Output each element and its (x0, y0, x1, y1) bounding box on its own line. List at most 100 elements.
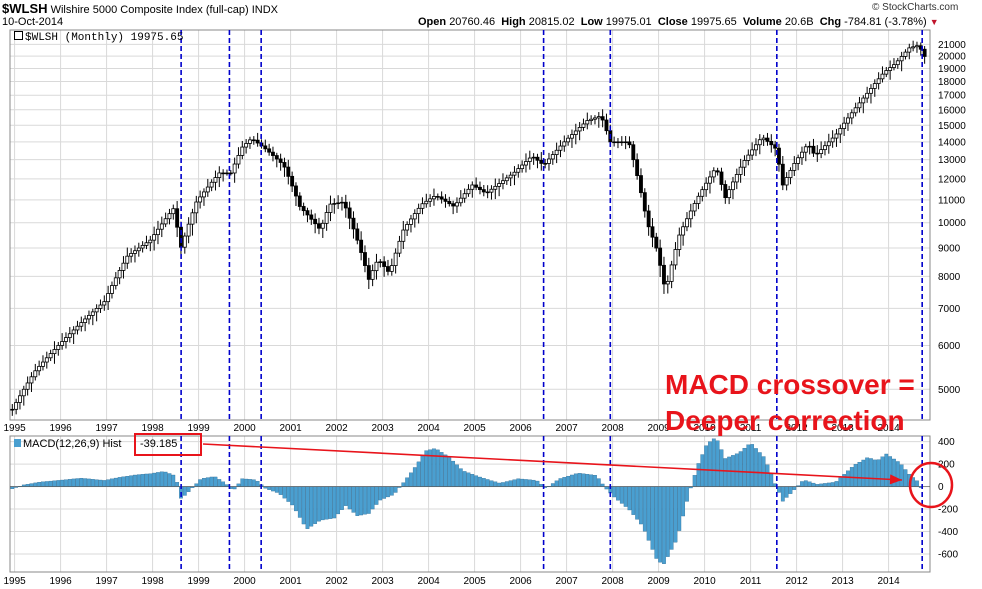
candle-body (198, 196, 203, 203)
macd-hist-bar (627, 486, 632, 511)
macd-hist-bar (378, 486, 383, 501)
macd-hist-bar (332, 486, 337, 519)
price-tick-label: 18000 (938, 77, 966, 88)
macd-hist-bar (757, 452, 762, 487)
candle-body (911, 46, 916, 49)
price-tick-label: 12000 (938, 174, 966, 185)
macd-hist-bar (455, 464, 459, 487)
macd-hist-bar (570, 474, 574, 487)
macd-hist-bar (79, 477, 84, 487)
candle-body (593, 117, 597, 120)
macd-hist-bar (573, 473, 578, 487)
candle-body (225, 172, 229, 175)
year-tick-label-top: 2002 (325, 423, 348, 434)
macd-hist-bar (715, 440, 720, 487)
macd-hist-bar (581, 473, 586, 487)
year-tick-label-top: 2009 (647, 423, 670, 434)
candle-body (370, 270, 375, 280)
candle-body (447, 200, 452, 205)
macd-hist-bar (516, 478, 521, 487)
macd-hist-bar (290, 486, 295, 506)
macd-hist-bar (186, 486, 191, 492)
candle-body (543, 162, 548, 165)
candle-body (113, 277, 118, 286)
candle-body (895, 60, 900, 66)
candle-body (501, 180, 505, 184)
macd-hist-bar (550, 483, 555, 487)
macd-hist-bar (562, 477, 567, 487)
candle-body (903, 51, 908, 57)
candle-body (144, 242, 149, 246)
macd-hist-bar (171, 474, 176, 487)
panel-frames (9, 29, 931, 573)
year-tick-label-top: 2011 (740, 423, 762, 434)
arrowhead-icon (889, 474, 902, 485)
macd-hist-bar (838, 477, 843, 487)
candle-body (616, 141, 620, 144)
candle-body (688, 210, 693, 220)
candle-body (359, 239, 364, 253)
candle-body (351, 217, 356, 230)
candle-body (382, 261, 387, 267)
macd-hist-bar (853, 464, 858, 487)
macd-hist-bar (232, 486, 237, 490)
macd-hist-bar (248, 479, 252, 487)
candle-body (715, 170, 720, 173)
macd-hist-bar (784, 486, 789, 498)
macd-hist-bar (669, 486, 674, 550)
candle-body (769, 140, 774, 146)
candle-body (52, 349, 57, 355)
candle-body (64, 337, 68, 342)
macd-hist-bar (75, 478, 80, 487)
macd-hist-bar (56, 480, 61, 487)
year-tick-label-bottom: 2012 (785, 576, 808, 587)
year-tick-label-top: 2000 (233, 423, 256, 434)
candle-body (221, 172, 226, 175)
macd-hist-bar (94, 479, 99, 487)
candle-body (658, 247, 663, 266)
macd-hist-bar (386, 486, 390, 498)
macd-hist-bar (443, 454, 448, 487)
candle-body (600, 116, 605, 121)
candle-body (305, 210, 310, 216)
macd-hist-bar (48, 480, 53, 487)
macd-hist-bar (420, 456, 425, 487)
candle-body (562, 141, 567, 147)
macd-hist-bar (113, 477, 118, 487)
macd-hist-bar (10, 486, 15, 489)
candle-body (148, 239, 153, 244)
candle-body (424, 200, 429, 205)
price-tick-label: 19000 (938, 64, 966, 75)
event-markers (180, 30, 923, 572)
candle-body (815, 152, 820, 155)
candle-body (412, 213, 417, 220)
year-tick-label-top: 1997 (95, 423, 118, 434)
macd-tick-label: 400 (938, 437, 955, 448)
grid-lines (10, 30, 930, 572)
macd-hist-bar (462, 471, 467, 487)
macd-hist-bar (884, 453, 889, 487)
candle-body (861, 97, 866, 104)
macd-hist-bar (313, 486, 318, 524)
price-tick-label: 15000 (938, 121, 966, 132)
macd-hist-bar (489, 480, 494, 487)
candle-body (186, 223, 191, 237)
candle-body (922, 48, 927, 57)
macd-hist-bar (98, 479, 103, 487)
candle-body (324, 212, 329, 224)
ohlc-readout: Open 20760.46 High 20815.02 Low 19975.01… (418, 16, 939, 28)
macd-hist-bar (619, 486, 624, 504)
chg-value: -784.81 (-3.78%) (844, 16, 927, 28)
year-tick-label-top: 2007 (555, 423, 578, 434)
candle-body (320, 222, 325, 229)
candle-body (708, 176, 712, 184)
price-candles (10, 40, 927, 416)
macd-hist-bar (512, 479, 517, 487)
candle-body (800, 151, 804, 159)
year-tick-label-bottom: 2000 (233, 576, 256, 587)
candle-body (41, 361, 45, 367)
macd-hist-bar (650, 486, 655, 550)
macd-hist-bar (823, 483, 827, 487)
year-tick-label-bottom: 2010 (693, 576, 716, 587)
candle-body (846, 117, 850, 124)
